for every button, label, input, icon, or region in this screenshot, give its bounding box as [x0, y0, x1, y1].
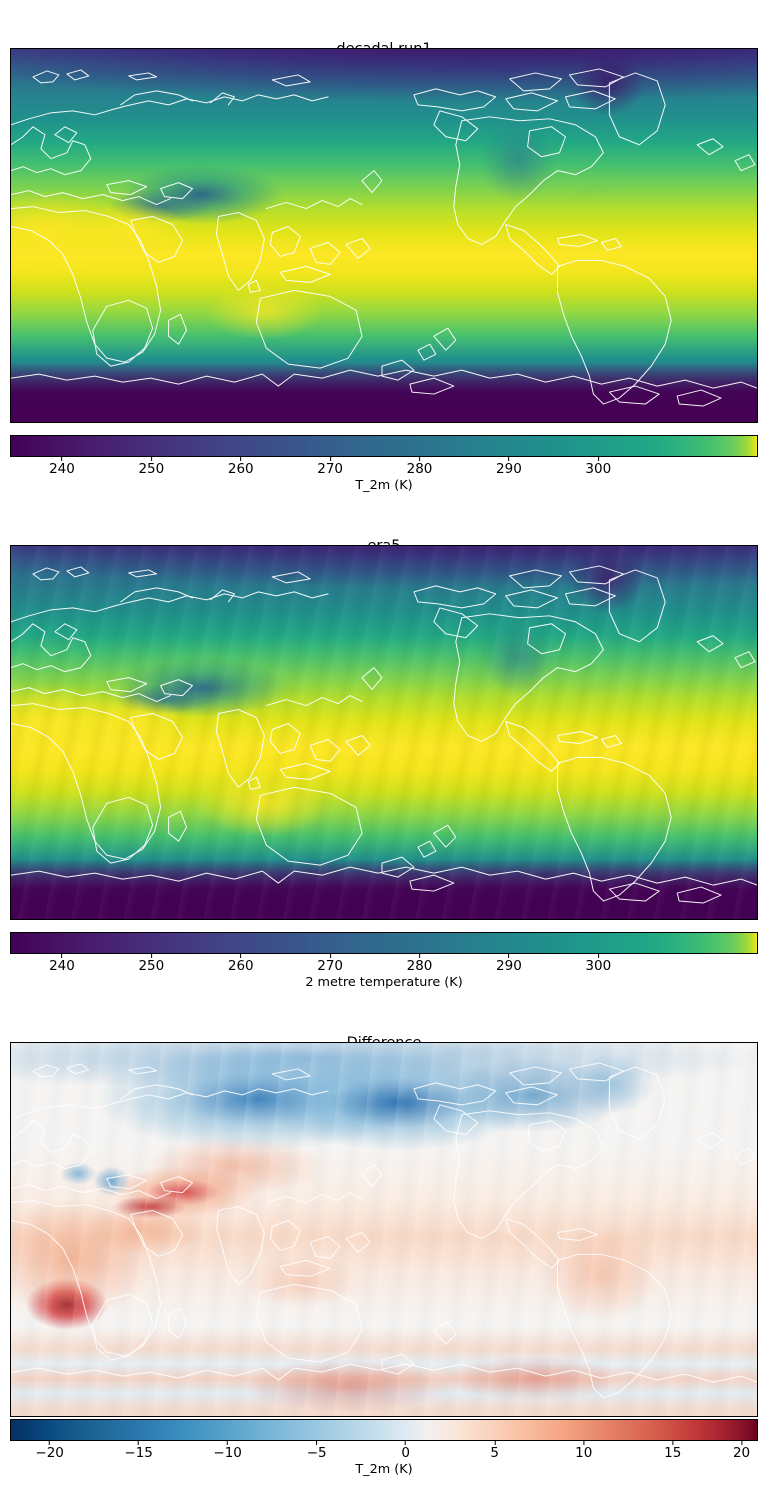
tick-mark	[49, 1441, 51, 1445]
tick-label: 270	[317, 958, 344, 974]
map-decadal-run1	[10, 48, 758, 423]
tick-mark	[583, 1441, 585, 1445]
tick-mark	[508, 457, 510, 461]
tick-mark	[227, 1441, 229, 1445]
tick-label: 260	[227, 958, 254, 974]
tick-label: 240	[49, 958, 75, 974]
tick-label: 10	[575, 1445, 593, 1461]
tick-mark	[741, 1441, 743, 1445]
tick-mark	[405, 1441, 407, 1445]
tick-mark	[138, 1441, 140, 1445]
tick-label: 240	[49, 461, 75, 477]
tick-label: 300	[585, 958, 612, 974]
tick-label: 250	[138, 958, 165, 974]
tick-label: 280	[406, 958, 433, 974]
coastline-overlay	[11, 565, 757, 904]
map-difference	[10, 1042, 758, 1417]
tick-label: 280	[406, 461, 433, 477]
antarctic-warm-patch-2	[11, 1043, 757, 1416]
tick-mark	[61, 954, 63, 958]
tick-label: −5	[306, 1445, 327, 1461]
tick-label: 290	[496, 461, 522, 477]
tick-label: 0	[401, 1445, 410, 1461]
map-field-layer	[11, 49, 757, 422]
tick-label: 270	[317, 461, 344, 477]
tick-mark	[240, 954, 242, 958]
synoptic-texture	[11, 1043, 757, 1416]
australia-hot-anomaly	[11, 49, 757, 422]
tick-mark	[597, 457, 599, 461]
tick-label: −10	[213, 1445, 242, 1461]
colorbar-ticks-difference: −20 −15 −10 −5 0 5 10 15 20	[10, 1441, 758, 1471]
antarctic-warm-patch	[11, 1043, 757, 1416]
tick-mark	[329, 457, 331, 461]
tick-mark	[316, 1441, 318, 1445]
tick-mark	[597, 954, 599, 958]
tick-label: −20	[35, 1445, 64, 1461]
map-era5	[10, 545, 758, 920]
tick-mark	[329, 954, 331, 958]
tick-label: 260	[227, 461, 254, 477]
panel-era5: era5 min = 213.44; max = 310.64; mean = …	[0, 497, 768, 997]
tick-label: 5	[490, 1445, 499, 1461]
tick-mark	[419, 457, 421, 461]
colorbar-label-era5: 2 metre temperature (K)	[305, 975, 463, 990]
colorbar-label-difference: T_2m (K)	[355, 1462, 413, 1477]
colorbar-label-decadal-run1: T_2m (K)	[355, 478, 413, 493]
tick-mark	[61, 457, 63, 461]
panel-decadal-run1: decadal run1 min = 223.21; max = 306.97;…	[0, 0, 768, 500]
colorbar-difference	[10, 1419, 758, 1441]
tick-mark	[508, 954, 510, 958]
tick-mark	[150, 457, 152, 461]
synoptic-texture	[11, 546, 757, 919]
map-field-layer	[11, 1043, 757, 1416]
tick-label: 15	[664, 1445, 682, 1461]
tick-label: 250	[138, 461, 165, 477]
tick-mark	[494, 1441, 496, 1445]
australia-hot-anomaly	[11, 546, 757, 919]
coastline-overlay	[11, 1062, 757, 1399]
colorbar-ticks-era5: 240 250 260 270 280 290 300	[10, 954, 758, 984]
tick-label: 290	[496, 958, 522, 974]
colorbar-ticks-decadal-run1: 240 250 260 270 280 290 300	[10, 457, 758, 487]
tick-label: 20	[732, 1445, 751, 1461]
colorbar-decadal-run1	[10, 435, 758, 457]
colorbar-era5	[10, 932, 758, 954]
tick-label: 300	[585, 461, 612, 477]
map-field-layer	[11, 546, 757, 919]
tick-label: −15	[124, 1445, 153, 1461]
tick-mark	[240, 457, 242, 461]
tick-mark	[672, 1441, 674, 1445]
panel-difference: Difference min = -23.75; max = 22.43; me…	[0, 994, 768, 1494]
tick-mark	[150, 954, 152, 958]
tick-mark	[419, 954, 421, 958]
coastline-overlay	[11, 68, 757, 407]
